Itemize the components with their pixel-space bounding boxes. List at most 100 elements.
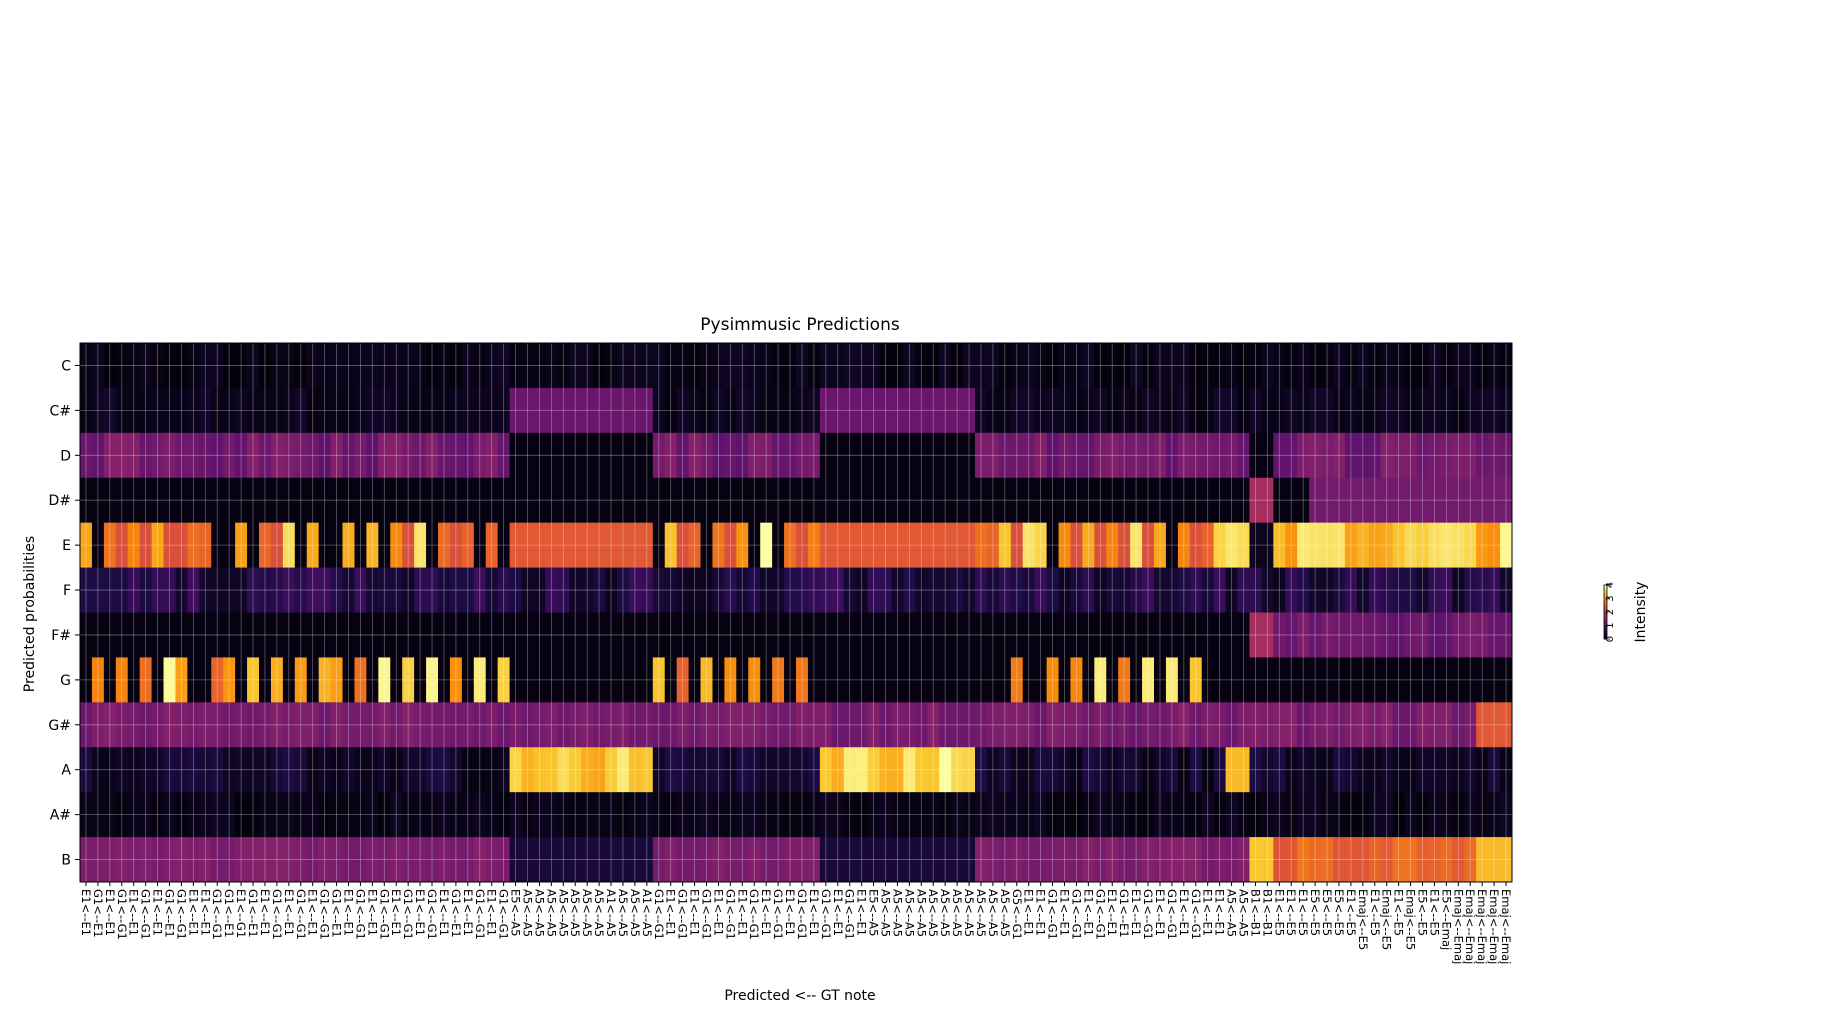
heatmap-cell [1404, 792, 1417, 838]
heatmap-cell [473, 657, 487, 703]
heatmap-cell [617, 477, 630, 524]
heatmap-cell [1094, 387, 1107, 434]
heatmap-cell [1177, 522, 1191, 568]
heatmap-cell [843, 432, 857, 479]
heatmap-cell [1118, 837, 1131, 883]
heatmap-cell [259, 657, 272, 703]
x-tick-label: G1<--G1 [795, 889, 809, 940]
heatmap-cell [1297, 747, 1310, 793]
heatmap-cell [1130, 792, 1143, 838]
heatmap-cell [1392, 792, 1405, 838]
heatmap-cell [1261, 432, 1274, 479]
heatmap-cell [342, 387, 355, 434]
heatmap-cell [1034, 792, 1047, 838]
heatmap-cell [688, 837, 701, 883]
heatmap-cell [199, 477, 212, 524]
heatmap-cell [1261, 837, 1274, 883]
heatmap-cell [819, 837, 833, 883]
heatmap-cell [879, 522, 892, 568]
heatmap-cell [139, 747, 152, 793]
heatmap-cell [545, 747, 558, 793]
heatmap-cell [843, 343, 857, 389]
heatmap-cell [819, 657, 833, 703]
heatmap-cell [223, 432, 236, 479]
heatmap-cell [91, 477, 105, 524]
heatmap-cell [1154, 343, 1167, 389]
heatmap-cell [796, 477, 809, 524]
heatmap-cell [951, 657, 964, 703]
x-tick-label: G1<--G1 [676, 889, 690, 940]
heatmap-cell [330, 343, 343, 389]
heatmap-cell [1392, 567, 1405, 613]
heatmap-cell [1464, 837, 1477, 883]
heatmap-cell [891, 343, 904, 389]
heatmap-cell [223, 747, 236, 793]
heatmap-cell [939, 657, 952, 703]
colorbar-segment [1604, 597, 1607, 600]
heatmap-cell [485, 567, 499, 613]
colorbar-tick-label: 3 [1605, 595, 1616, 601]
heatmap-cell [796, 343, 809, 389]
colorbar-segment [1604, 585, 1607, 588]
heatmap-cell [1464, 432, 1477, 479]
heatmap-cell [91, 747, 105, 793]
x-tick-label: Emaj<--Emaj [1463, 889, 1477, 964]
heatmap-cell [748, 387, 761, 434]
heatmap-cell [1022, 567, 1036, 613]
heatmap-cell [306, 432, 320, 479]
heatmap-cell [318, 657, 331, 703]
heatmap-cell [1201, 343, 1215, 389]
heatmap-cell [867, 387, 880, 434]
heatmap-cell [366, 702, 379, 748]
heatmap-cell [1440, 343, 1453, 389]
heatmap-cell [449, 702, 463, 748]
heatmap-cell [414, 387, 427, 434]
colorbar-segment [1604, 592, 1607, 595]
heatmap-cell [1273, 522, 1286, 568]
heatmap-cell [640, 343, 654, 389]
heatmap-cell [963, 387, 976, 434]
heatmap-cell [1452, 747, 1465, 793]
heatmap-cell [1118, 343, 1131, 389]
heatmap-cell [1046, 702, 1059, 748]
heatmap-cell [796, 837, 809, 883]
heatmap-cell [1452, 702, 1465, 748]
heatmap-cell [1476, 747, 1489, 793]
heatmap-cell [1154, 747, 1167, 793]
heatmap-cell [485, 837, 499, 883]
heatmap-cell [163, 477, 176, 524]
heatmap-cell [366, 747, 379, 793]
heatmap-cell [819, 387, 833, 434]
heatmap-cell [223, 702, 236, 748]
x-tick-label: E1<--E1 [664, 889, 678, 936]
heatmap-cell [1440, 792, 1453, 838]
heatmap-cell [1428, 343, 1441, 389]
heatmap-cell [1058, 702, 1071, 748]
heatmap-cell [760, 432, 773, 479]
heatmap-cell [557, 747, 570, 793]
heatmap-cell [903, 567, 916, 613]
x-tick-label: A5<--A5 [914, 889, 928, 937]
heatmap-cell [282, 657, 296, 703]
heatmap-cell [1428, 522, 1441, 568]
heatmap-cell [867, 657, 880, 703]
heatmap-cell [688, 432, 701, 479]
heatmap-cell [1154, 567, 1167, 613]
x-tick-label: E5<--A5 [509, 889, 523, 936]
heatmap-cell [1344, 432, 1358, 479]
x-tick-label: E1<--E1 [437, 889, 451, 936]
heatmap-cell [1118, 387, 1131, 434]
heatmap-cell [1034, 837, 1047, 883]
heatmap-cell [1058, 477, 1071, 524]
heatmap-cell [664, 567, 678, 613]
heatmap-cell [986, 702, 1000, 748]
heatmap-cell [294, 387, 308, 434]
heatmap-cell [533, 567, 546, 613]
heatmap-cell [664, 432, 678, 479]
heatmap-cell [449, 612, 463, 658]
heatmap-cell [1082, 747, 1095, 793]
heatmap-cell [270, 567, 284, 613]
heatmap-cell [1034, 522, 1047, 568]
heatmap-cell [521, 837, 534, 883]
